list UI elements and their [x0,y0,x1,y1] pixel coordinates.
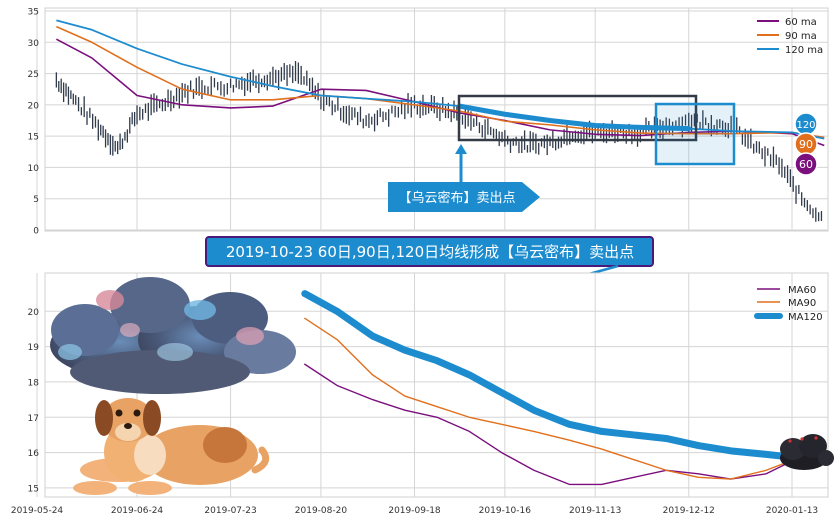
legend-top-90: 90 ma [785,31,817,42]
legend-top-120: 120 ma [785,45,823,56]
top-ytick-label: 0 [33,227,39,237]
bottom-xtick-label: 2020-01-13 [766,506,818,516]
svg-text:60: 60 [799,158,813,171]
callout-label: 【乌云密布】卖出点 [398,190,515,206]
bottom-ytick-label: 20 [28,308,40,318]
bottom-ytick-label: 17 [28,414,39,424]
bottom-x-axis: 2019-05-24 2019-06-24 2019-07-23 2019-08-20… [11,506,818,516]
bottom-xtick-label: 2019-09-18 [388,506,441,516]
dog-icon [73,398,270,495]
storm-cloud-icon [50,277,296,394]
bottom-ytick-label: 16 [28,449,40,459]
banner-text: 2019-10-23 60日,90日,120日均线形成【乌云密布】卖出点 [226,243,634,261]
bottom-ytick-label: 18 [28,378,40,388]
bottom-line-MA90 [304,317,800,480]
top-panel: 0 5 10 15 20 25 30 35 120 90 60 60 ma [28,7,829,237]
top-ytick-label: 10 [28,164,40,174]
svg-text:90: 90 [799,138,813,151]
bottom-ma-lines [301,290,802,486]
bottom-panel: 15 16 17 18 19 20 2019-05-24 2019-06-24 2019-07… [11,272,834,516]
top-ytick-label: 15 [28,133,39,143]
cross-zone-box [457,94,698,142]
bottom-line-MA120 [301,290,802,462]
legend-top-60: 60 ma [785,17,817,28]
badge-60: 60 [794,152,818,176]
top-ytick-label: 5 [33,195,39,205]
top-ytick-label: 35 [28,8,39,18]
badge-120: 120 [794,112,818,136]
bottom-xtick-label: 2019-12-12 [663,506,715,516]
top-line-120-emphasis [457,103,692,132]
bottom-xtick-label: 2019-07-23 [204,506,256,516]
top-legend: 60 ma 90 ma 120 ma [757,17,823,56]
bottom-xtick-label: 2019-05-24 [11,506,64,516]
bottom-xtick-label: 2019-10-16 [479,506,532,516]
dark-cloud-icon [780,434,834,470]
svg-text:120: 120 [796,120,815,131]
badge-90: 90 [794,132,818,156]
bottom-ytick-label: 15 [28,484,39,494]
signal-zone-box [654,102,736,166]
legend-bottom-60: MA60 [788,285,816,296]
bottom-y-axis: 15 16 17 18 19 20 [28,308,40,495]
legend-bottom-90: MA90 [788,298,816,309]
bottom-legend: MA60 MA90 MA120 [754,285,823,323]
bottom-ytick-label: 19 [28,343,40,353]
top-ytick-label: 20 [28,101,40,111]
top-ytick-label: 25 [28,70,39,80]
top-ytick-label: 30 [28,39,40,49]
bottom-xtick-label: 2019-06-24 [111,506,164,516]
sell-point-callout: 【乌云密布】卖出点 [388,144,540,212]
legend-bottom-120: MA120 [788,312,823,323]
bottom-xtick-label: 2019-08-20 [295,506,348,516]
bottom-xtick-label: 2019-11-13 [569,506,621,516]
top-y-axis: 0 5 10 15 20 25 30 35 [28,8,40,237]
bottom-line-MA60 [304,363,800,486]
